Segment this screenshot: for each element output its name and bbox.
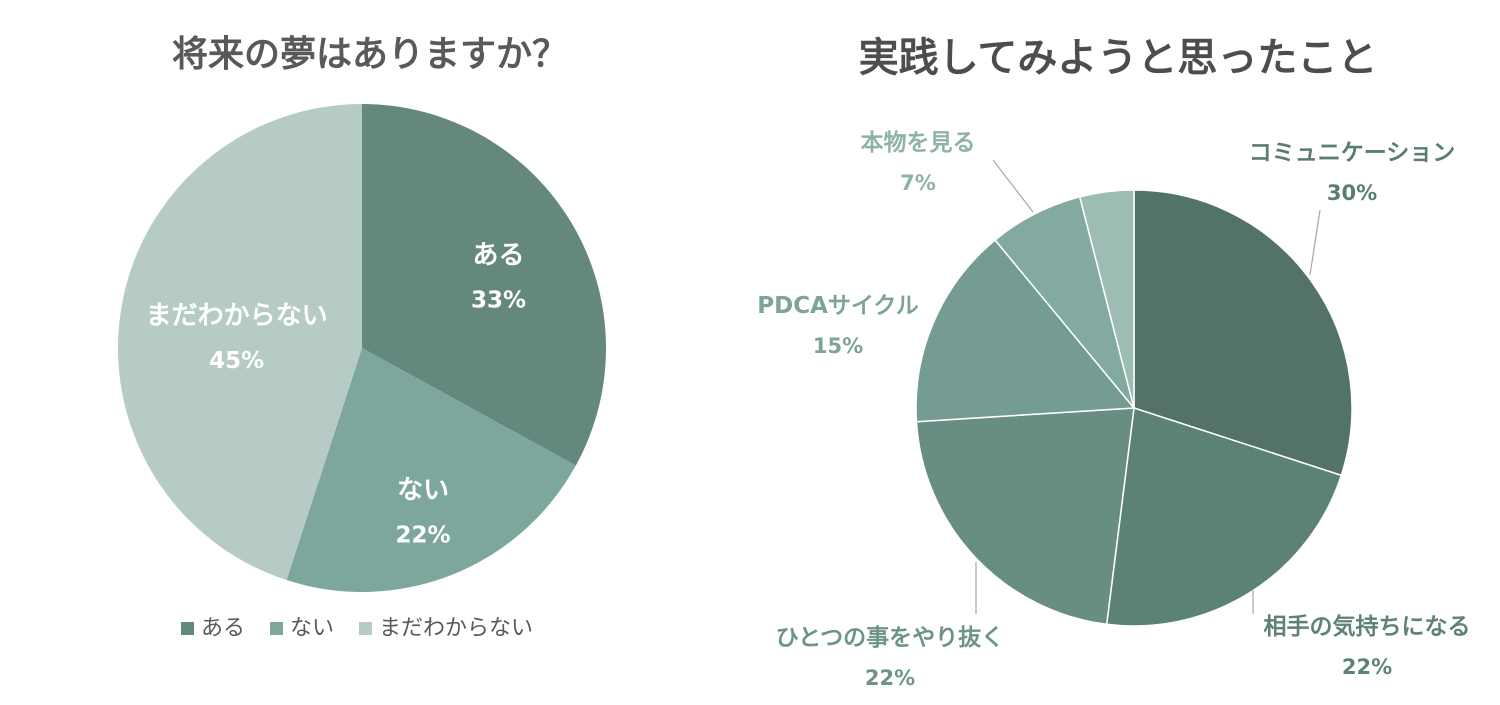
chart1-label-2: まだわからない xyxy=(146,301,328,331)
legend-label-2: まだわからない xyxy=(379,616,533,641)
chart2-title: 実践してみようと思ったこと xyxy=(859,35,1378,81)
chart1-slice-2 xyxy=(117,103,362,581)
chart2-value-2: 22% xyxy=(865,666,915,690)
legend-label-0: ある xyxy=(201,616,245,641)
chart2-label-4: 本物を見る xyxy=(861,129,976,156)
chart2-slice-1 xyxy=(1105,407,1343,627)
chart2-pie: コミュニケーション 30% 相手の気持ちになる 22% ひとつの事をやり抜く 22% PDC… xyxy=(757,129,1470,690)
chart2-slice-5 xyxy=(1078,189,1135,409)
chart1-label-0: ある xyxy=(473,240,525,270)
chart2-leader-0 xyxy=(1309,209,1321,276)
legend-label-1: ない xyxy=(290,616,334,641)
legend-swatch-2 xyxy=(359,622,372,635)
chart1-value-1: 22% xyxy=(396,522,451,548)
chart2-value-4: 7% xyxy=(900,171,936,195)
chart2-label-1: 相手の気持ちになる xyxy=(1264,613,1471,640)
chart2-slice-3 xyxy=(915,238,1136,423)
legend-swatch-0 xyxy=(181,622,194,635)
chart2-value-3: 15% xyxy=(813,334,863,358)
chart2-value-1: 22% xyxy=(1342,655,1392,679)
chart2-value-0: 30% xyxy=(1327,181,1377,205)
chart1-legend: ある ない まだわからない xyxy=(181,616,533,641)
chart2-leader-4 xyxy=(992,159,1034,213)
chart1-value-0: 33% xyxy=(471,287,526,313)
chart1-label-1: ない xyxy=(397,475,449,505)
chart1-slice-0 xyxy=(362,104,607,466)
chart1-pie: ある 33% ない 22% まだわからない 45% xyxy=(117,103,607,593)
chart2-label-2: ひとつの事をやり抜く xyxy=(776,624,1004,651)
chart1-data-labels: ある 33% ない 22% まだわからない 45% xyxy=(146,240,526,548)
chart2-label-0: コミュニケーション xyxy=(1249,140,1456,166)
chart2-slice-2 xyxy=(915,407,1135,626)
chart1-value-2: 45% xyxy=(209,348,264,374)
chart1-slice-1 xyxy=(286,348,576,593)
chart1-title: 将来の夢はありますか？ xyxy=(172,34,568,75)
chart2-label-3: PDCAサイクル xyxy=(757,293,918,319)
chart2-data-labels: コミュニケーション 30% 相手の気持ちになる 22% ひとつの事をやり抜く 22% PDC… xyxy=(757,129,1470,690)
legend-swatch-1 xyxy=(270,622,283,635)
chart2-slice-0 xyxy=(1133,189,1353,477)
